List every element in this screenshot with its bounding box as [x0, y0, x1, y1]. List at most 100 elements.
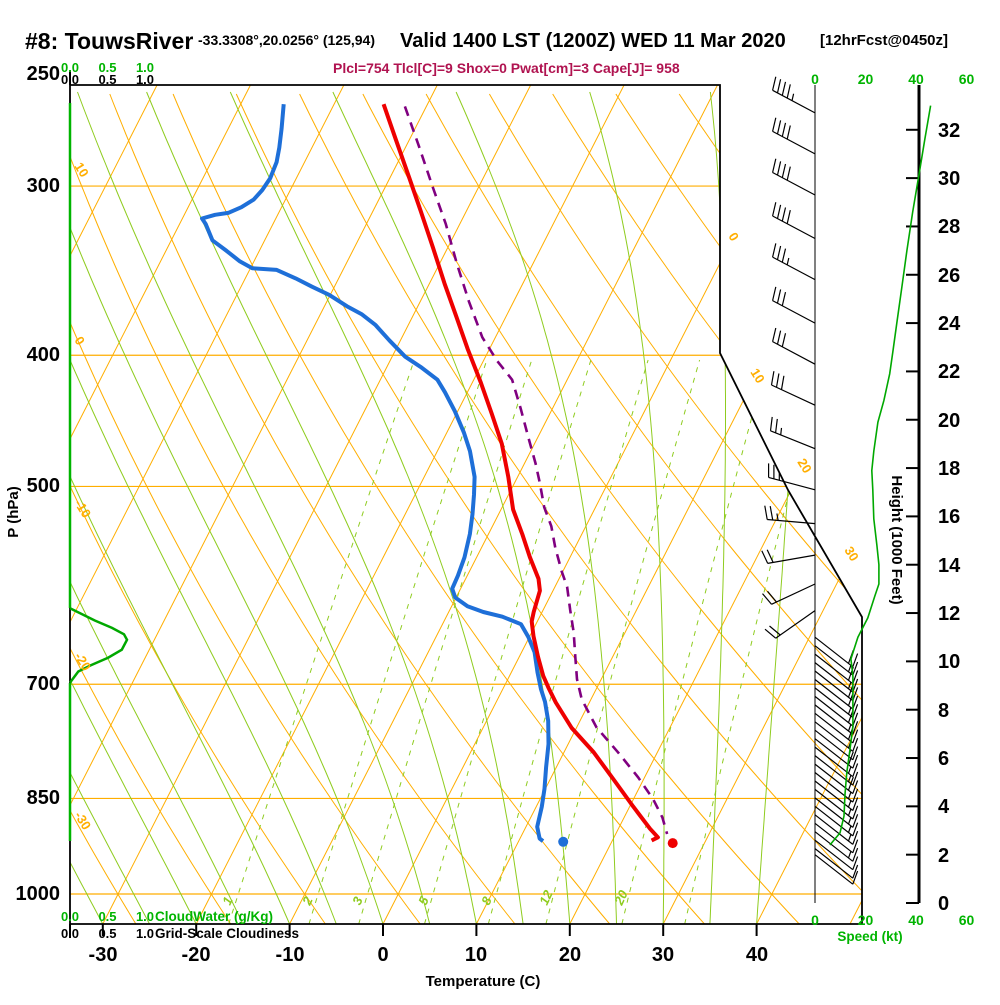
moist-adiabat-30 [589, 91, 665, 924]
mixing-ratio-line-2 [308, 359, 488, 924]
title-station: #8: TouwsRiver [25, 28, 193, 54]
height-axis-label: Height (1000 Feet) [888, 475, 905, 604]
mixing-ratio-line-30 [684, 359, 824, 924]
cloudwater-scale-top-0.5: 0.5 [98, 60, 116, 75]
wind-barb-2 [772, 158, 816, 196]
height-tick-label-32: 32 [938, 120, 960, 142]
pressure-tick-label-300: 300 [27, 175, 60, 197]
mixing-ratio-line-8 [487, 359, 649, 924]
temp-tick-label-40: 40 [746, 944, 768, 966]
wind-barb-7 [770, 371, 816, 406]
cloudiness-scale-top-0.0: 0.0 [61, 72, 79, 87]
dry-adiabat--10 [70, 93, 326, 924]
isotherm-edge-label-20: 20 [794, 456, 814, 476]
dry-adiabat-100 [615, 93, 862, 924]
wind-barb-column [761, 76, 859, 903]
wind-barb-15 [814, 645, 859, 676]
isotherm--50 [70, 85, 345, 924]
wind-barb-29 [814, 763, 859, 795]
title-valid: Valid 1400 LST (1200Z) WED 11 Mar 2020 [400, 30, 786, 52]
pressure-tick-label-850: 850 [27, 787, 60, 809]
speed-scale-bottom-60: 60 [959, 912, 975, 928]
isotherm-30 [662, 85, 862, 924]
isotherm-edge-label-0: 0 [725, 230, 742, 244]
isotherm-50 [849, 85, 862, 924]
dry-adiabat-10 [70, 93, 516, 924]
height-tick-label-14: 14 [938, 555, 961, 577]
wind-barb-11 [761, 549, 816, 564]
height-tick-label-28: 28 [938, 216, 960, 238]
wind-barb-40 [814, 854, 859, 885]
isotherm-edge-label-10: 10 [747, 366, 767, 386]
dry-adiabat-0 [70, 93, 421, 924]
moist-adiabat-10 [146, 91, 477, 924]
pressure-tick-label-400: 400 [27, 344, 60, 366]
cloudiness-scale-top-0.5: 0.5 [98, 72, 116, 87]
dry-adiabat-40 [235, 93, 800, 924]
wind-barb-5 [772, 286, 816, 324]
height-tick-label-0: 0 [938, 893, 949, 915]
height-tick-label-2: 2 [938, 845, 949, 867]
temp-tick-label-30: 30 [652, 944, 674, 966]
isotherm-20 [569, 85, 862, 924]
wind-barb-38 [814, 839, 859, 871]
cloudwater-scale-bottom-1.0: 1.0 [136, 909, 154, 924]
cloudwater-scale-top-1.0: 1.0 [136, 60, 154, 75]
wind-barb-4 [772, 243, 816, 281]
wind-barb-8 [769, 416, 816, 450]
wind-barb-32 [814, 788, 859, 820]
height-tick-label-24: 24 [938, 313, 961, 335]
pressure-tick-label-1000: 1000 [16, 883, 61, 905]
isotherm--20 [195, 85, 625, 924]
plot-border [69, 84, 863, 925]
moist-adiabat-15 [229, 91, 524, 924]
temp-tick-label-10: 10 [465, 944, 487, 966]
mixing-ratio-label-3: 3 [349, 894, 366, 908]
mixing-ratio-label-20: 20 [611, 887, 631, 908]
moist-adiabat-5 [77, 91, 431, 924]
moist-adiabat-20 [332, 91, 571, 924]
skewt-gridlines [70, 85, 862, 924]
speed-scale-top-60: 60 [959, 71, 975, 87]
cloudwater-scale-bottom-0.0: 0.0 [61, 909, 79, 924]
isotherm--10 [289, 85, 718, 924]
temp-tick-label-0: 0 [377, 944, 388, 966]
title-forecast: [12hrFcst@0450z] [820, 32, 948, 49]
temp-tick-label--10: -10 [276, 944, 305, 966]
height-tick-label-16: 16 [938, 506, 960, 528]
cloudiness-scale-bottom-0.5: 0.5 [98, 926, 116, 941]
speed-scale-top-40: 40 [908, 71, 924, 87]
speed-scale-bottom-40: 40 [908, 912, 924, 928]
pressure-axis-label: P (hPa) [5, 486, 22, 537]
wind-barb-34 [814, 805, 859, 837]
pressure-tick-label-500: 500 [27, 475, 60, 497]
isotherm--40 [70, 85, 438, 924]
moist-adiabat-35 [709, 91, 726, 924]
cloudwater-scale-bottom-0.5: 0.5 [98, 909, 116, 924]
wind-barb-31 [814, 780, 859, 811]
mixing-ratio-label-2: 2 [299, 894, 316, 908]
parcel-path-curve [403, 105, 669, 835]
pressure-tick-label-700: 700 [27, 673, 60, 695]
wind-barb-13 [764, 610, 816, 639]
mixing-ratio-line-1 [228, 359, 415, 924]
wind-barb-9 [767, 463, 816, 491]
cloudiness-scale-bottom-0.0: 0.0 [61, 926, 79, 941]
cloudiness-axis-label: Grid-Scale Cloudiness [155, 926, 299, 941]
wind-barb-26 [814, 738, 859, 769]
height-tick-label-10: 10 [938, 651, 960, 673]
temperature-curve [381, 103, 660, 843]
wind-barb-10 [764, 505, 816, 525]
moist-adiabat--25 [70, 91, 150, 924]
cloudiness-scale-top-1.0: 1.0 [136, 72, 154, 87]
mixing-ratio-line-20 [621, 359, 768, 924]
cloudwater-axis-label: CloudWater (g/Kg) [155, 909, 273, 924]
temperature-axis-label: Temperature (C) [426, 973, 541, 990]
speed-scale-top-20: 20 [858, 71, 874, 87]
moist-adiabat--15 [70, 91, 244, 924]
isotherm--30 [102, 85, 532, 924]
wind-barb-33 [814, 797, 859, 828]
